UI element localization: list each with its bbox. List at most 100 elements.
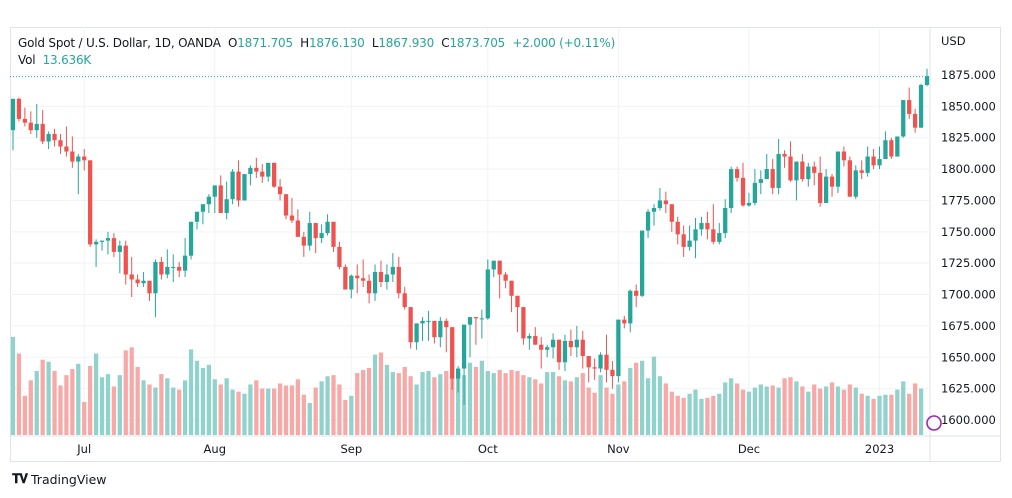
volume-bar	[283, 385, 289, 435]
volume-bar	[491, 373, 496, 435]
candle-body	[450, 327, 455, 379]
volume-bar	[396, 373, 401, 435]
volume-bar	[734, 383, 740, 435]
candle-body	[657, 200, 663, 208]
candle-body	[687, 240, 692, 247]
volume-bar	[788, 377, 793, 435]
volume-bar	[99, 377, 105, 435]
volume-bar	[740, 389, 746, 435]
volume-bar	[34, 371, 39, 435]
candle-body	[461, 324, 467, 369]
candle-body	[533, 335, 538, 345]
candle-body	[835, 151, 841, 187]
candle-body	[515, 295, 520, 308]
volume-bar	[515, 371, 520, 435]
volume-bar	[485, 371, 490, 435]
candle-body	[628, 290, 633, 324]
high-value: 1876.130	[308, 36, 365, 50]
candle-body	[93, 241, 99, 245]
volume-bar	[545, 372, 550, 435]
scroll-to-realtime-icon[interactable]	[926, 415, 942, 431]
tradingview-footer[interactable]: 𝐓𝐕 TradingView	[12, 472, 107, 487]
candle-body	[129, 274, 134, 280]
volume-bar	[254, 380, 259, 435]
candle-body	[859, 170, 864, 173]
volume-bar	[723, 382, 728, 435]
volume-bar	[141, 380, 146, 435]
volume-bar	[70, 368, 75, 435]
candle-body	[206, 196, 211, 205]
price-tick-label: 1600.000	[941, 413, 996, 427]
volume-bar	[794, 381, 799, 435]
volume-bar	[313, 387, 318, 435]
candle-body	[319, 233, 324, 239]
candle-body	[230, 171, 235, 200]
price-tick-label: 1700.000	[941, 288, 996, 302]
candle-body	[889, 140, 894, 157]
volume-value: 13.636K	[42, 53, 92, 67]
candle-body	[182, 255, 188, 271]
candle-body	[260, 171, 265, 177]
volume-bar	[758, 384, 763, 435]
volume-bar	[598, 375, 603, 435]
candle-body	[829, 176, 835, 187]
volume-bar	[366, 367, 372, 435]
volume-bar	[467, 362, 473, 435]
symbol-title[interactable]: Gold Spot / U.S. Dollar, 1D, OANDA	[18, 36, 221, 50]
candle-body	[907, 100, 912, 114]
candle-body	[746, 202, 752, 206]
volume-bar	[657, 376, 663, 435]
candle-body	[396, 266, 401, 294]
volume-bar	[325, 376, 330, 435]
legend-volume-row: Vol 13.636K	[18, 52, 615, 69]
candle-body	[639, 230, 645, 296]
candle-body	[408, 307, 413, 343]
price-chart[interactable]: USD 1600.000 1625.000 1650.000 1675.000 1700…	[10, 27, 1001, 462]
price-tick-label: 1625.000	[941, 382, 996, 396]
volume-bar	[301, 394, 306, 435]
volume-bar	[177, 389, 182, 435]
candle-body	[812, 166, 817, 173]
volume-bar	[378, 352, 384, 435]
volume-bar	[883, 394, 888, 435]
price-tick-label: 1875.000	[941, 68, 996, 82]
volume-bar	[289, 385, 295, 435]
candle-body	[711, 229, 716, 242]
candle-body	[764, 169, 769, 180]
volume-bar	[331, 375, 336, 435]
volume-bar	[746, 391, 752, 435]
low-value: 1867.930	[378, 36, 435, 50]
candle-body	[539, 344, 544, 350]
volume-bar	[58, 385, 63, 435]
volume-bar	[556, 376, 562, 435]
volume-bar	[705, 397, 710, 435]
candle-body	[212, 185, 217, 197]
candle-body	[194, 211, 200, 222]
volume-bar	[604, 387, 609, 435]
volume-bar	[853, 387, 858, 435]
candle-body	[64, 146, 69, 152]
candle-body	[562, 340, 568, 363]
volume-bar	[550, 372, 556, 435]
candle-body	[491, 260, 496, 270]
candle-body	[123, 245, 128, 275]
volume-bar	[295, 379, 301, 435]
candle-body	[200, 204, 206, 212]
candle-body	[289, 215, 295, 221]
price-tick-label: 1825.000	[941, 131, 996, 145]
volume-bar	[877, 395, 882, 435]
candle-body	[788, 156, 793, 181]
volume-bar	[230, 389, 235, 435]
chart-legend: Gold Spot / U.S. Dollar, 1D, OANDA O1871…	[18, 35, 615, 69]
volume-bar	[129, 347, 134, 435]
volume-bar	[64, 375, 69, 435]
volume-bar	[188, 349, 194, 435]
candle-body	[693, 229, 698, 241]
candle-body	[479, 318, 485, 320]
brand-label: TradingView	[31, 472, 107, 487]
volume-bar	[438, 374, 443, 435]
volume-bar	[349, 395, 354, 435]
candle-body	[165, 266, 170, 275]
candle-body	[651, 207, 657, 212]
volume-bar	[574, 377, 579, 435]
